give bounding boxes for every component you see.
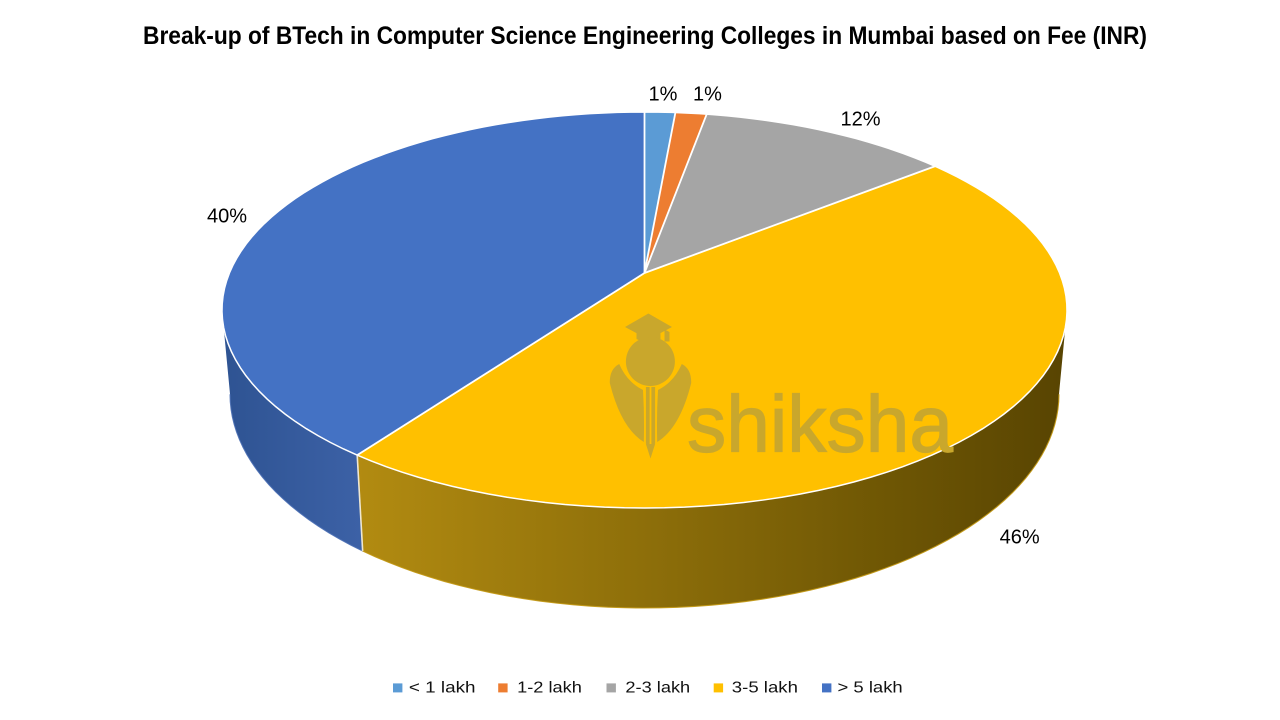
svg-text:46%: 46% xyxy=(1000,527,1040,549)
svg-text:< 1 lakh: < 1 lakh xyxy=(409,680,476,697)
svg-text:2-3 lakh: 2-3 lakh xyxy=(625,680,690,697)
svg-text:12%: 12% xyxy=(840,108,880,130)
svg-text:1%: 1% xyxy=(693,83,722,105)
svg-text:shiksha: shiksha xyxy=(687,380,953,469)
svg-text:1%: 1% xyxy=(649,83,678,105)
svg-text:3-5 lakh: 3-5 lakh xyxy=(732,680,798,697)
svg-text:40%: 40% xyxy=(207,206,247,228)
svg-text:> 5 lakh: > 5 lakh xyxy=(838,680,903,697)
svg-text:Break-up of BTech in Computer: Break-up of BTech in Computer Science En… xyxy=(143,22,1147,50)
svg-text:1-2 lakh: 1-2 lakh xyxy=(517,680,582,697)
